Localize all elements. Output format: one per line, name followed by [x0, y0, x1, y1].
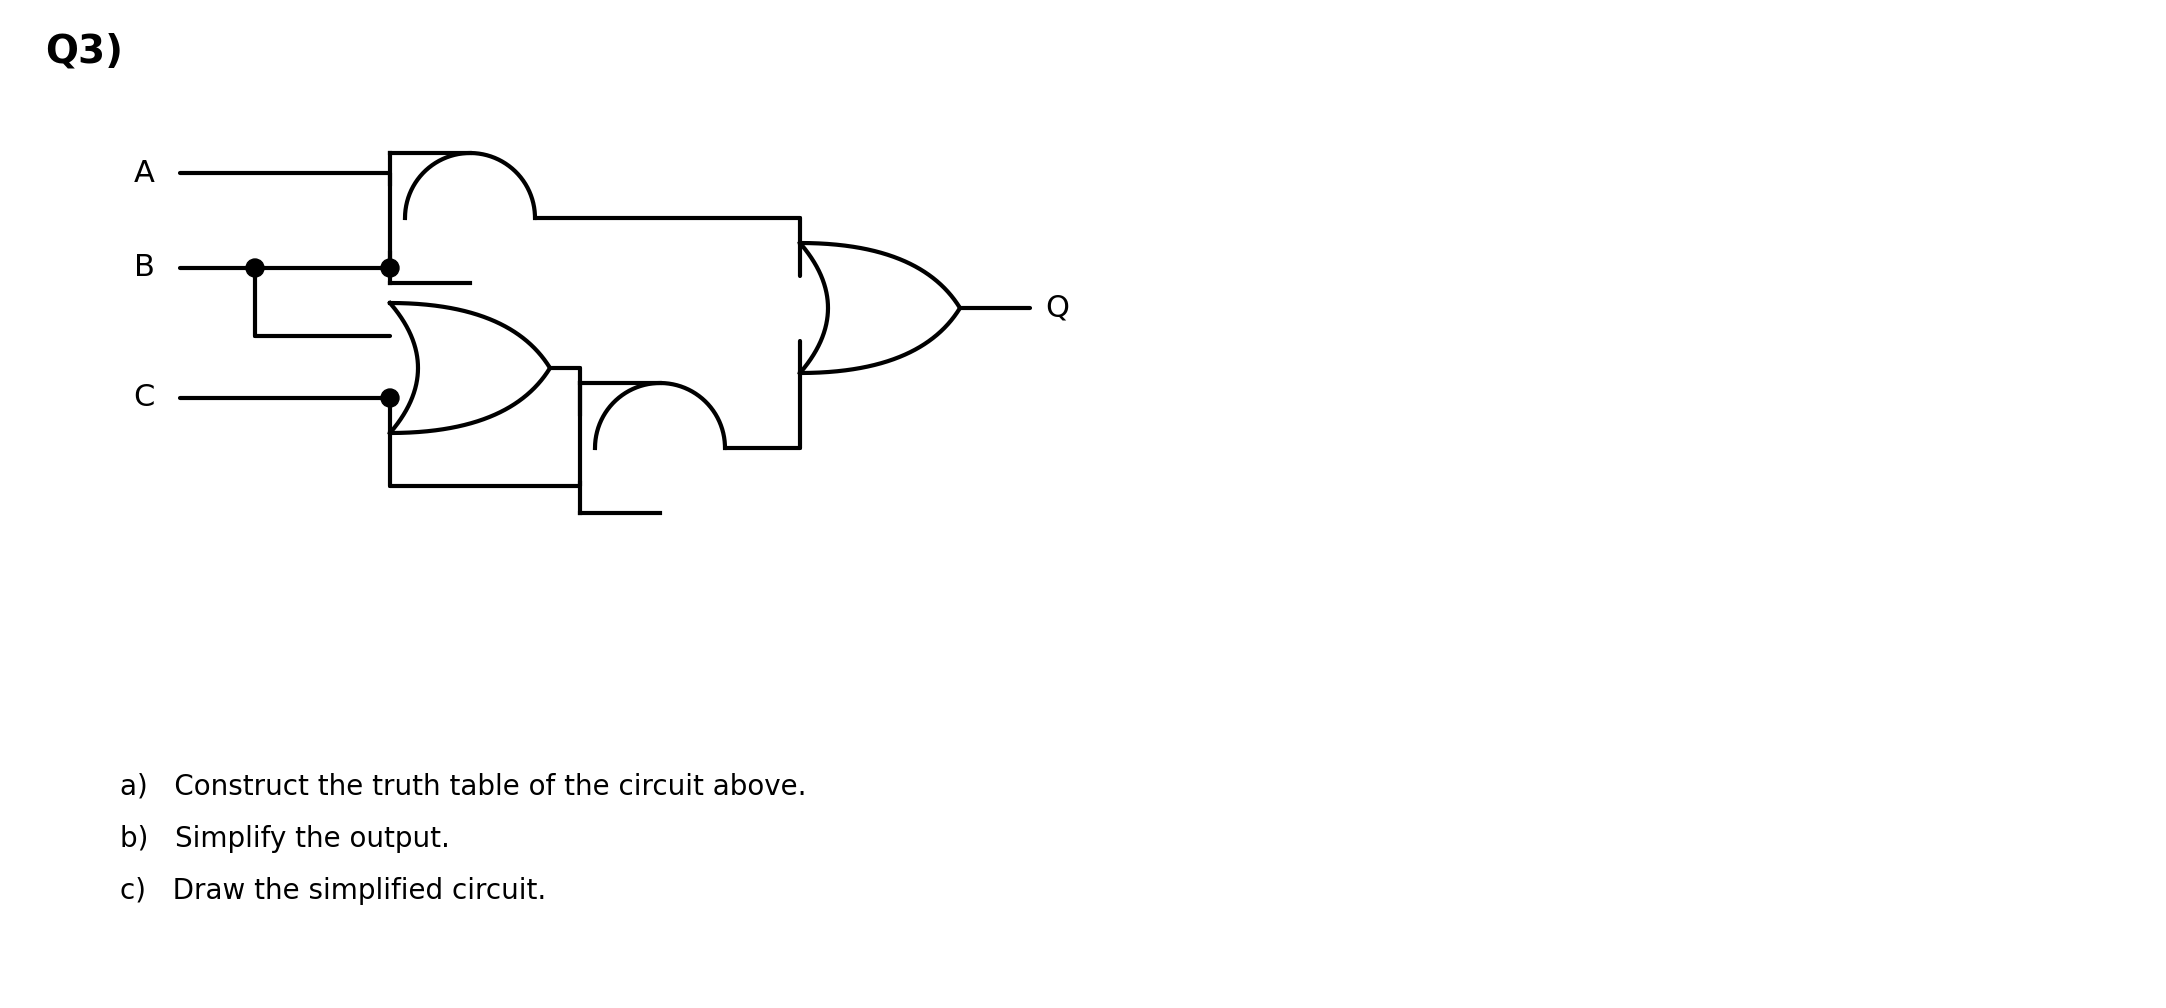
Text: Q: Q [1044, 293, 1070, 323]
Text: a)   Construct the truth table of the circuit above.: a) Construct the truth table of the circ… [119, 773, 806, 801]
Text: c)   Draw the simplified circuit.: c) Draw the simplified circuit. [119, 877, 546, 905]
Text: Q3): Q3) [45, 33, 123, 71]
Text: C: C [134, 383, 156, 412]
Text: B: B [134, 253, 156, 282]
Circle shape [247, 259, 264, 277]
Circle shape [381, 259, 399, 277]
Text: b)   Simplify the output.: b) Simplify the output. [119, 825, 451, 853]
Circle shape [381, 389, 399, 407]
Text: A: A [134, 158, 156, 187]
